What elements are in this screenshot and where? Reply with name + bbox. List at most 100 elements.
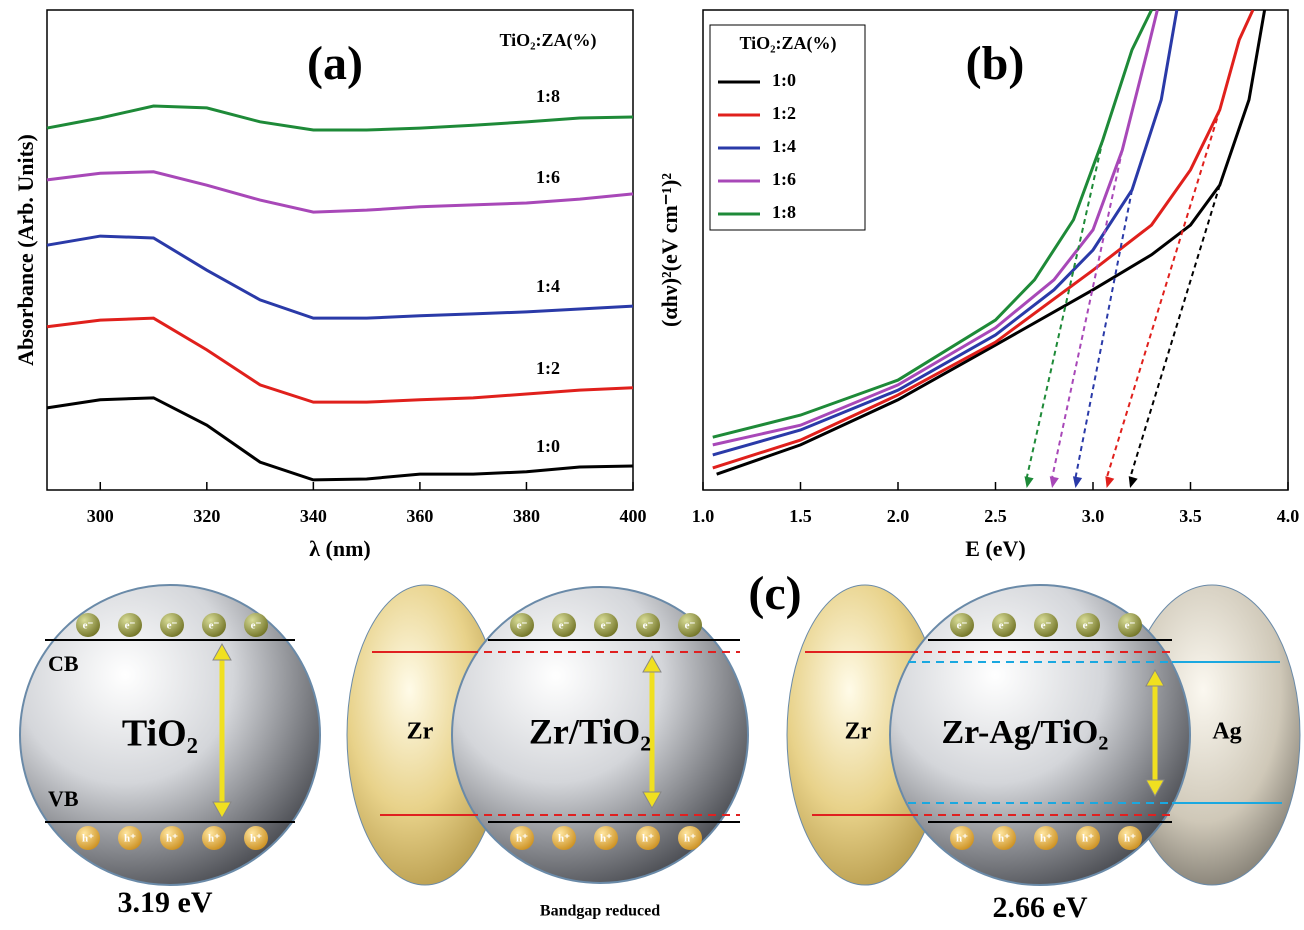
electron [1034, 613, 1058, 637]
intercept-arrow [1105, 109, 1221, 479]
panel-label: (a) [307, 37, 363, 90]
electron-label: e⁻ [167, 620, 178, 632]
series-line [46, 234, 634, 320]
particle-label: Zr [407, 719, 434, 745]
lines [46, 104, 634, 482]
arrow-head [212, 801, 232, 820]
sphere-title: TiO₂ [122, 713, 198, 755]
panel-label: (c) [748, 567, 801, 620]
arrow-head [1024, 476, 1034, 488]
arrow-head [1145, 668, 1165, 687]
x-tick-label: 380 [513, 506, 540, 526]
series-line [46, 316, 634, 404]
hole-label: h⁺ [642, 833, 654, 845]
electron [118, 613, 142, 637]
legend-title: TiO₂:ZA(%) [499, 30, 596, 51]
arrow-head [1145, 779, 1165, 798]
electron-label: e⁻ [999, 620, 1010, 632]
electron [202, 613, 226, 637]
electron [1118, 613, 1142, 637]
caption: 3.19 eV [118, 886, 213, 919]
caption: Bandgap reduced [540, 903, 660, 920]
electron-label: e⁻ [957, 620, 968, 632]
y-axis-label: Absorbance (Arb. Units) [13, 134, 38, 366]
diagram: (c) CB VB TiO₂ 3.19 eV Zr Zr/TiO₂ Bandga… [19, 567, 1301, 924]
x-tick-label: 1.0 [692, 506, 715, 526]
series-line [46, 104, 634, 132]
hole-label: h⁺ [684, 833, 696, 845]
hole-label: h⁺ [1124, 833, 1136, 845]
electron-label: e⁻ [559, 620, 570, 632]
electron-label: e⁻ [517, 620, 528, 632]
plot-frame [46, 9, 634, 491]
x-tick-label: 340 [300, 506, 327, 526]
legend-label: 1:0 [772, 70, 796, 90]
hole-label: h⁺ [250, 833, 262, 845]
x-tick-label: 400 [620, 506, 647, 526]
arrow-head [212, 642, 232, 661]
intercept-arrow [1074, 189, 1133, 479]
intercept-arrow [1051, 149, 1124, 479]
tio2-sphere [19, 584, 321, 886]
hole [76, 826, 100, 850]
electron-label: e⁻ [1125, 620, 1136, 632]
electron [510, 613, 534, 637]
hole-label: h⁺ [208, 833, 220, 845]
bandgap-arrows [212, 642, 1165, 820]
arrow-head [1128, 476, 1138, 488]
legend-label: 1:8 [536, 86, 560, 106]
hole-label: h⁺ [124, 833, 136, 845]
x-tick-label: 360 [406, 506, 433, 526]
hole-label: h⁺ [516, 833, 528, 845]
legend-title: TiO₂:ZA(%) [739, 33, 836, 54]
sphere-title: Zr-Ag/TiO₂ [942, 714, 1109, 751]
chart: 1.0 1.5 2.0 2.5 3.0 3.5 4.0 E (eV) (αhν)²(eV cm⁻… [657, 9, 1299, 561]
hole [1118, 826, 1142, 850]
electron-label: e⁻ [83, 620, 94, 632]
intercept-arrow [1129, 184, 1221, 479]
electron [1076, 613, 1100, 637]
hole [202, 826, 226, 850]
series-line [712, 10, 1153, 439]
series-line [712, 10, 1179, 457]
series-line [712, 10, 1255, 470]
x-tick-label: 2.5 [984, 506, 1007, 526]
legend-label: 1:6 [772, 169, 796, 189]
intercept-arrow [1025, 139, 1104, 479]
series-line [46, 396, 634, 482]
x-axis-label: λ (nm) [309, 536, 371, 561]
hole [678, 826, 702, 850]
particle-label: Ag [1212, 719, 1241, 745]
electron [160, 613, 184, 637]
hole-label: h⁺ [166, 833, 178, 845]
panel-label: (b) [966, 37, 1025, 90]
hole [594, 826, 618, 850]
electron-label: e⁻ [643, 620, 654, 632]
x-tick-label: 2.0 [887, 506, 910, 526]
arrow-head [642, 654, 662, 673]
legend-label: 1:4 [772, 136, 796, 156]
x-tick-label: 3.0 [1082, 506, 1105, 526]
electron [244, 613, 268, 637]
hole-label: h⁺ [1082, 833, 1094, 845]
electron [76, 613, 100, 637]
hole [1034, 826, 1058, 850]
electron-label: e⁻ [209, 620, 220, 632]
electron [636, 613, 660, 637]
tio2-sphere [451, 586, 749, 884]
arrow-head [1049, 476, 1059, 488]
electron-label: e⁻ [125, 620, 136, 632]
hole-label: h⁺ [956, 833, 968, 845]
hole-label: h⁺ [998, 833, 1010, 845]
legend-label: 1:6 [536, 167, 560, 187]
cb-label: CB [48, 651, 79, 676]
y-axis-label: (αhν)²(eV cm⁻¹)² [657, 173, 682, 327]
arrow-head [642, 791, 662, 810]
electron [992, 613, 1016, 637]
x-tick-label: 300 [87, 506, 114, 526]
legend-label: 1:0 [536, 436, 560, 456]
arrow-head [1072, 476, 1083, 488]
hole [636, 826, 660, 850]
hole [992, 826, 1016, 850]
arrow-head [1105, 476, 1115, 488]
